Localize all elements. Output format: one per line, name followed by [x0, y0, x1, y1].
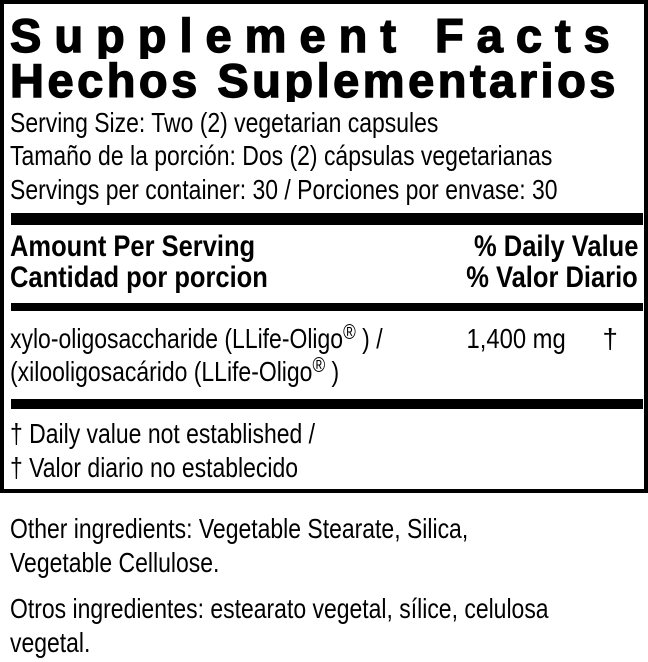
other-ingredients-en: Other ingredients: Vegetable Stearate, S…: [10, 513, 469, 578]
daily-value-label-es: % Valor Diario: [466, 261, 638, 295]
amount-header: Amount Per Serving % Daily Value Cantida…: [10, 231, 638, 293]
serving-size-en: Serving Size: Two (2) vegetarian capsule…: [10, 107, 439, 138]
serving-size-es: Tamaño de la porción: Dos (2) cápsulas v…: [10, 140, 553, 172]
divider-bar-medium: [11, 303, 643, 312]
amount-per-serving-label-en: Amount Per Serving: [10, 230, 256, 264]
ingredient-line-es: (xilooligosacárido (LLife-Oligo® ): [10, 355, 638, 388]
amount-per-serving-label-es: Cantidad por porcion: [10, 261, 268, 295]
ingredient-row: xylo-oligosaccharide (LLife-Oligo® ) / 1…: [10, 322, 638, 388]
footnote-en: † Daily value not established /: [10, 418, 316, 450]
daily-value-dagger: †: [602, 323, 618, 355]
daily-value-label-en: % Daily Value: [473, 230, 638, 264]
divider-bar-thick-top: [11, 213, 643, 226]
amount-header-row-es: Cantidad por porcion % Valor Diario: [10, 262, 638, 293]
amount-header-row-en: Amount Per Serving % Daily Value: [10, 231, 638, 262]
other-ingredients-section: Other ingredients: Vegetable Stearate, S…: [0, 493, 648, 660]
servings-per-container: Servings per container: 30 / Porciones p…: [10, 173, 558, 205]
divider-bar-thick-bottom: [11, 399, 643, 410]
registered-trademark-icon: ®: [312, 354, 326, 378]
ingredient-name-en: xylo-oligosaccharide (LLife-Oligo® ) /: [10, 321, 383, 355]
registered-trademark-icon: ®: [343, 321, 356, 345]
other-ingredients-es: Otros ingredientes: estearato vegetal, s…: [10, 593, 549, 658]
serving-info: Serving Size: Two (2) vegetarian capsule…: [10, 106, 638, 206]
ingredient-amount: 1,400 mg: [466, 323, 566, 355]
supplement-facts-panel: Supplement Facts Hechos Suplementarios S…: [0, 0, 648, 493]
panel-title-es: Hechos Suplementarios: [10, 59, 619, 102]
footnotes: † Daily value not established / † Valor …: [10, 417, 638, 484]
ingredient-name-es: (xilooligosacárido (LLife-Oligo® ): [10, 354, 340, 388]
panel-title-en: Supplement Facts: [10, 13, 623, 59]
ingredient-line-en: xylo-oligosaccharide (LLife-Oligo® ) / 1…: [10, 322, 638, 355]
footnote-es: † Valor diario no establecido: [10, 451, 299, 483]
